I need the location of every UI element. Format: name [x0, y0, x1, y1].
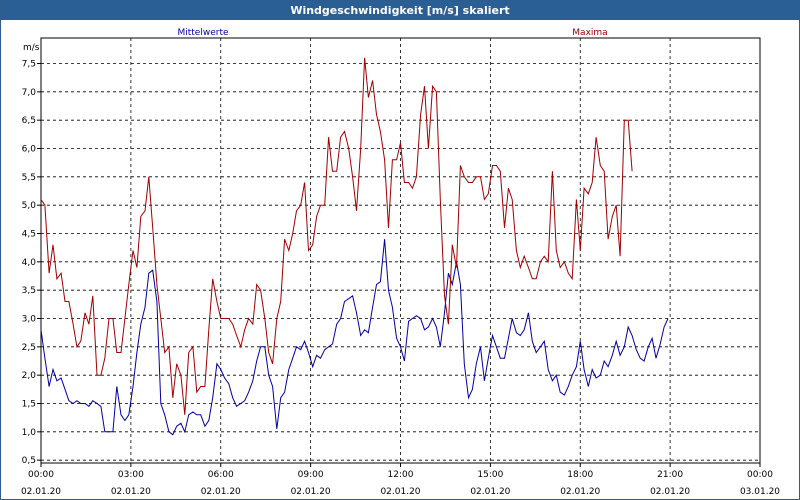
y-tick-label: 2,0: [22, 371, 37, 381]
y-tick-label: 4,5: [22, 230, 36, 240]
y-tick-label: 5,5: [22, 173, 36, 183]
y-tick-label: 7,0: [22, 88, 37, 98]
y-tick-label: 6,0: [22, 145, 37, 155]
series-lines: [40, 57, 669, 436]
grid: [41, 38, 760, 463]
series-line-mittelwerte: [40, 239, 669, 436]
x-tick-date: 02.01.20: [380, 487, 420, 497]
x-tick-time: 18:00: [567, 470, 593, 480]
legend-maxima: Maxima: [572, 28, 607, 38]
x-tick-time: 09:00: [298, 470, 324, 480]
y-tick-label: 5,0: [22, 201, 37, 211]
x-tick-time: 00:00: [28, 470, 54, 480]
x-tick-date: 02.01.20: [21, 487, 61, 497]
y-tick-label: 3,0: [22, 315, 37, 325]
x-tick-date: 02.01.20: [470, 487, 510, 497]
x-tick-date: 02.01.20: [560, 487, 600, 497]
x-tick-time: 21:00: [657, 470, 683, 480]
x-tick-time: 06:00: [208, 470, 234, 480]
x-tick-date: 02.01.20: [291, 487, 331, 497]
x-tick-time: 15:00: [477, 470, 503, 480]
y-tick-label: 6,5: [22, 116, 36, 126]
window-title: Windgeschwindigkeit [m/s] skaliert: [1, 1, 799, 20]
legend-mittelwerte: Mittelwerte: [177, 28, 228, 38]
y-tick-label: 4,0: [22, 258, 37, 268]
x-tick-time: 00:00: [747, 470, 773, 480]
x-tick-date: 02.01.20: [650, 487, 690, 497]
x-tick-time: 12:00: [388, 470, 414, 480]
y-tick-label: 7,5: [22, 60, 36, 70]
y-tick-label: 1,5: [22, 400, 36, 410]
x-tick-date: 03.01.20: [740, 487, 780, 497]
x-tick-time: 03:00: [118, 470, 144, 480]
legend: Mittelwerte Maxima: [177, 28, 607, 38]
y-tick-label: 1,0: [22, 428, 37, 438]
y-axis-ticks: 0,5 1,0 1,5 2,0 2,5 3,0 3,5 4,0 4,5 5,0 5,5 6,0 6,5 7…: [22, 60, 41, 466]
x-axis-ticks: 00:00 02.01.20 03:00 02.01.20 06:00 02.01.20 0…: [21, 463, 780, 497]
y-tick-label: 0,5: [22, 456, 36, 466]
x-tick-date: 02.01.20: [201, 487, 241, 497]
wind-speed-chart: m/s 0,5 1,0 1,5 2,0 2,5 3,0 3,5 4,0 4,5 5,0 5,5 6,0…: [21, 28, 780, 497]
y-tick-label: 3,5: [22, 286, 36, 296]
x-tick-date: 02.01.20: [111, 487, 151, 497]
y-axis-label: m/s: [23, 43, 40, 53]
y-tick-label: 2,5: [22, 343, 36, 353]
series-line-maxima: [40, 57, 633, 415]
